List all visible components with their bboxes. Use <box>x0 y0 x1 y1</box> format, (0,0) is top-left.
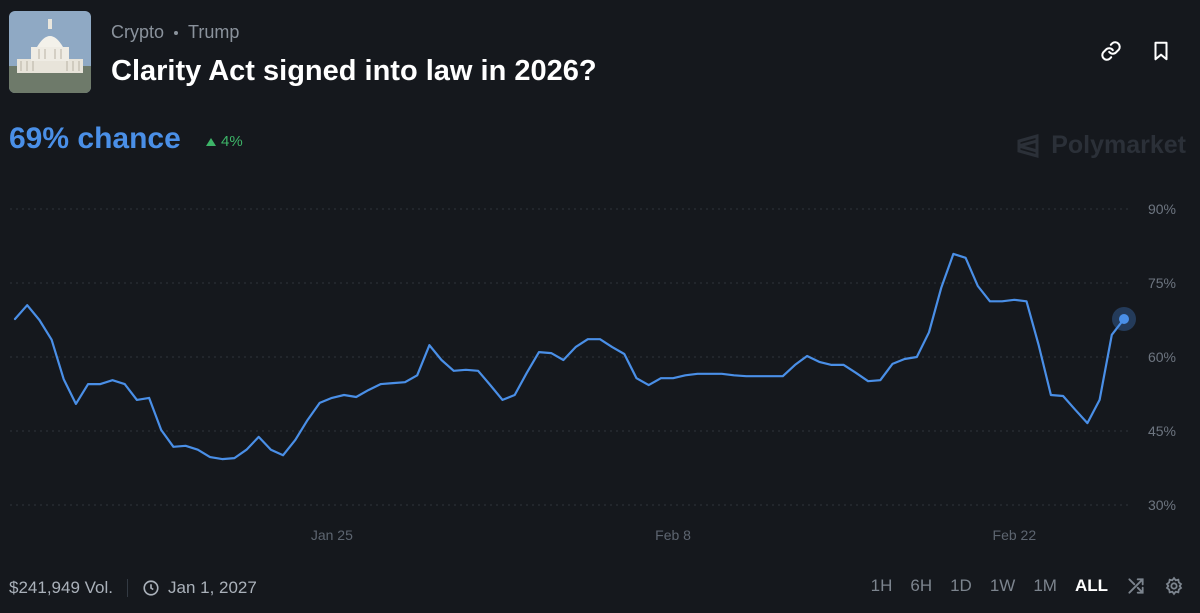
range-button[interactable]: 1H <box>870 576 893 595</box>
link-button[interactable] <box>1100 40 1122 62</box>
end-date: Jan 1, 2027 <box>167 578 257 597</box>
range-button[interactable]: 1M <box>1033 576 1057 595</box>
y-tick-label: 75% <box>1148 275 1176 291</box>
actions <box>1100 40 1172 62</box>
range-button[interactable]: 6H <box>910 576 933 595</box>
separator <box>174 30 179 35</box>
x-tick-label: Feb 22 <box>993 527 1037 543</box>
capitol-image <box>9 11 91 93</box>
y-tick-label: 30% <box>1148 497 1176 513</box>
brand: Polymarket <box>1015 131 1186 160</box>
x-tick-label: Jan 25 <box>311 527 353 543</box>
endpoint <box>1119 314 1129 325</box>
price-line <box>13 252 1126 461</box>
market-title: Clarity Act signed into law in 2026? <box>111 55 597 87</box>
range-button[interactable]: 1W <box>989 576 1016 595</box>
market-image <box>9 11 91 93</box>
volume: $241,949 Vol. <box>9 578 113 597</box>
up-arrow <box>206 137 216 146</box>
range-button[interactable]: ALL <box>1074 576 1108 595</box>
bookmark-button[interactable] <box>1150 40 1172 62</box>
brand-name: Polymarket <box>1051 131 1186 159</box>
breadcrumbs: Crypto Trump <box>111 22 239 43</box>
compare-button[interactable] <box>1126 576 1146 596</box>
clock-icon <box>143 580 159 596</box>
footer-info: $241,949 Vol. Jan 1, 2027 <box>9 578 257 598</box>
range-selector: 1H 6H 1D 1W 1M ALL <box>871 576 1184 596</box>
y-tick-label: 45% <box>1148 423 1176 439</box>
range-button[interactable]: 1D <box>950 576 972 595</box>
y-tick-label: 90% <box>1148 201 1176 217</box>
x-tick-label: Feb 8 <box>655 527 691 543</box>
divider <box>126 579 128 597</box>
settings-button[interactable] <box>1164 576 1184 596</box>
change-value: 4% <box>221 133 243 150</box>
y-tick-label: 60% <box>1148 349 1176 365</box>
category[interactable]: Crypto <box>111 22 165 42</box>
change: 4% <box>205 133 243 150</box>
brand-logo <box>1017 133 1039 158</box>
tag[interactable]: Trump <box>188 22 240 42</box>
chance: 69% chance <box>9 122 181 155</box>
